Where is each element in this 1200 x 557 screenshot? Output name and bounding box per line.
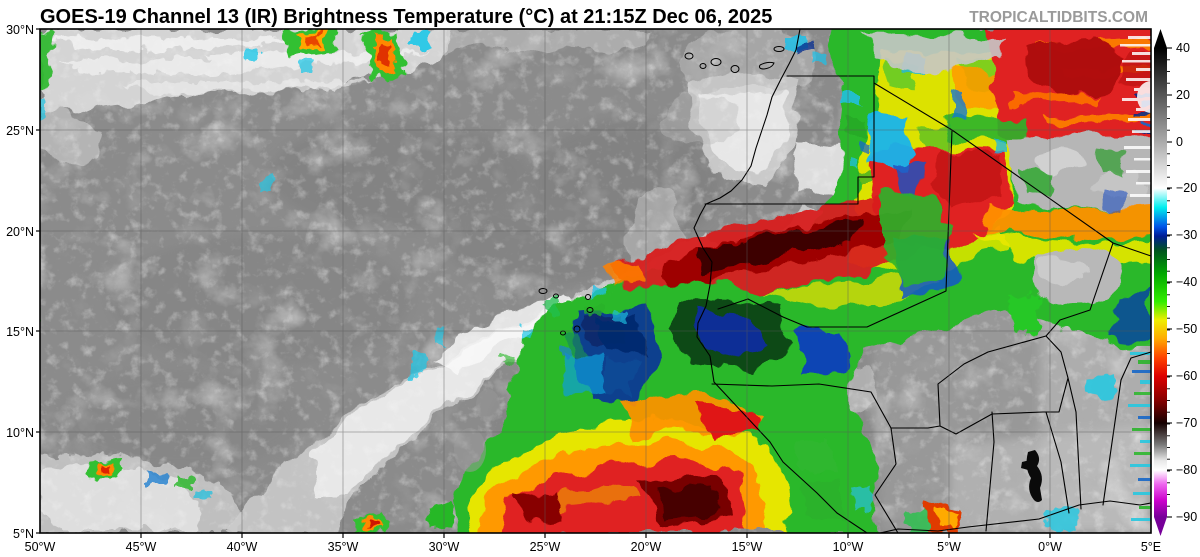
svg-text:5°E: 5°E [1141,540,1161,554]
svg-text:20°W: 20°W [631,540,662,554]
svg-text:25°N: 25°N [6,124,34,138]
svg-text:−50: −50 [1176,322,1197,336]
svg-text:0°W: 0°W [1038,540,1062,554]
svg-text:45°W: 45°W [126,540,157,554]
svg-text:−80: −80 [1176,463,1197,477]
svg-text:30°N: 30°N [6,23,34,37]
svg-text:−40: −40 [1176,275,1197,289]
svg-text:5°N: 5°N [13,527,34,541]
svg-text:30°W: 30°W [429,540,460,554]
svg-text:−20: −20 [1176,181,1197,195]
svg-text:−90: −90 [1176,510,1197,524]
svg-text:50°W: 50°W [25,540,56,554]
svg-text:40: 40 [1176,41,1190,55]
svg-text:−60: −60 [1176,369,1197,383]
svg-text:20°N: 20°N [6,225,34,239]
svg-text:GOES-19 Channel 13 (IR) Bright: GOES-19 Channel 13 (IR) Brightness Tempe… [40,6,772,28]
svg-text:15°W: 15°W [732,540,763,554]
svg-text:20: 20 [1176,88,1190,102]
svg-text:10°W: 10°W [833,540,864,554]
svg-text:5°W: 5°W [937,540,961,554]
svg-text:35°W: 35°W [328,540,359,554]
svg-text:−30: −30 [1176,228,1197,242]
svg-text:TROPICALTIDBITS.COM: TROPICALTIDBITS.COM [969,9,1148,26]
svg-text:10°N: 10°N [6,426,34,440]
svg-text:25°W: 25°W [530,540,561,554]
svg-text:15°N: 15°N [6,325,34,339]
svg-text:0: 0 [1176,135,1183,149]
svg-text:40°W: 40°W [227,540,258,554]
svg-text:−70: −70 [1176,416,1197,430]
